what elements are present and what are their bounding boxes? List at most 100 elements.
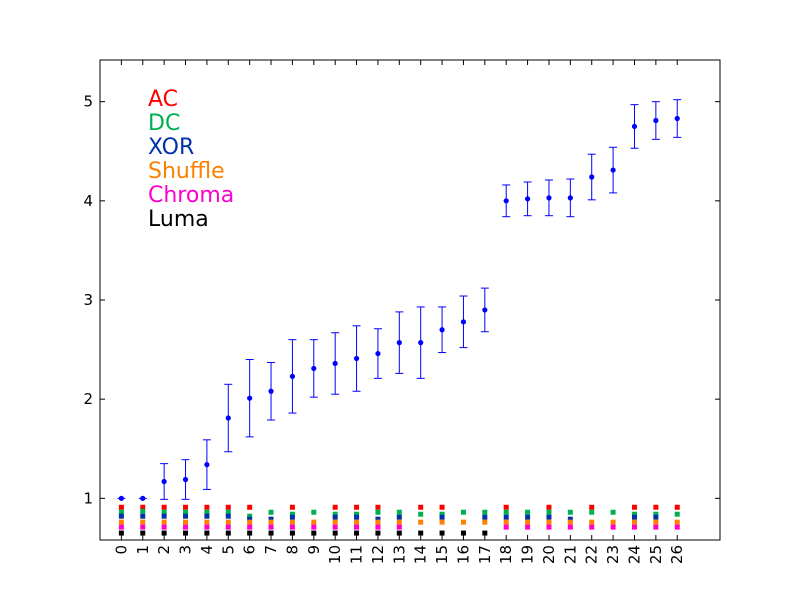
x-tick-label-16: 16: [454, 545, 472, 564]
marker-chroma-0: [118, 524, 124, 530]
x-tick-label-23: 23: [604, 545, 622, 564]
marker-shuffle-13: [396, 519, 402, 525]
marker-ac-0: [118, 504, 124, 510]
marker-dc-11: [354, 511, 360, 517]
marker-dc-3: [183, 509, 189, 515]
marker-xor-0: [118, 513, 124, 519]
marker-ac-18: [503, 504, 509, 510]
marker-shuffle-21: [567, 519, 573, 525]
marker-xor-12: [375, 516, 381, 522]
marker-ac-12: [375, 504, 381, 510]
marker-shuffle-6: [247, 519, 253, 525]
x-tick-label-24: 24: [625, 545, 643, 564]
marker-dc-4: [204, 509, 210, 515]
data-point-7: [268, 388, 274, 394]
marker-dc-13: [396, 509, 402, 515]
marker-ac-24: [631, 504, 637, 510]
marker-luma-6: [247, 530, 253, 536]
marker-chroma-24: [631, 524, 637, 530]
marker-dc-24: [631, 511, 637, 517]
marker-shuffle-5: [225, 519, 231, 525]
marker-ac-3: [183, 504, 189, 510]
x-tick-label-5: 5: [219, 545, 237, 555]
marker-chroma-26: [674, 524, 680, 530]
marker-xor-19: [525, 514, 531, 520]
y-tick-label-1: 1: [83, 489, 93, 507]
marker-chroma-8: [289, 524, 295, 530]
marker-luma-8: [289, 530, 295, 536]
x-tick-label-15: 15: [433, 545, 451, 564]
data-point-8: [289, 373, 296, 379]
data-point-4: [204, 462, 210, 468]
marker-luma-3: [183, 530, 189, 536]
marker-xor-11: [354, 514, 360, 520]
data-point-24: [631, 123, 638, 130]
marker-chroma-7: [268, 524, 274, 530]
marker-dc-2: [161, 509, 167, 515]
marker-ac-10: [332, 504, 338, 510]
marker-luma-5: [225, 530, 231, 536]
marker-shuffle-3: [183, 519, 189, 525]
marker-xor-18: [503, 514, 509, 520]
marker-luma-9: [311, 530, 317, 536]
marker-chroma-25: [653, 524, 659, 530]
marker-chroma-13: [396, 524, 402, 530]
marker-dc-9: [311, 509, 317, 515]
data-point-3: [182, 476, 189, 483]
marker-dc-19: [525, 509, 531, 515]
marker-dc-8: [289, 511, 295, 517]
marker-shuffle-20: [546, 519, 552, 525]
marker-xor-6: [247, 516, 253, 522]
marker-xor-4: [204, 513, 210, 519]
marker-shuffle-11: [354, 519, 360, 525]
marker-chroma-19: [525, 524, 531, 530]
marker-dc-7: [268, 509, 274, 515]
marker-luma-12: [375, 530, 381, 536]
y-tick-label-5: 5: [83, 93, 93, 111]
marker-ac-5: [225, 504, 231, 510]
marker-dc-20: [546, 509, 552, 515]
data-point-23: [610, 167, 616, 173]
marker-ac-2: [161, 504, 167, 510]
marker-shuffle-12: [375, 519, 381, 525]
marker-luma-10: [332, 530, 338, 536]
marker-xor-13: [396, 514, 402, 520]
x-tick-label-19: 19: [519, 545, 537, 564]
data-point-2: [161, 478, 167, 485]
marker-shuffle-7: [268, 519, 274, 525]
marker-luma-13: [396, 530, 402, 536]
marker-dc-10: [332, 511, 338, 517]
marker-dc-17: [482, 509, 488, 515]
legend-entry-shuffle: Shuffle: [148, 159, 225, 184]
x-tick-label-13: 13: [390, 545, 408, 564]
legend-entry-luma: Luma: [148, 207, 209, 232]
marker-xor-5: [225, 513, 231, 519]
marker-shuffle-17: [482, 519, 488, 525]
marker-dc-26: [674, 511, 680, 517]
x-tick-label-25: 25: [647, 545, 665, 564]
marker-chroma-5: [225, 524, 231, 530]
data-point-21: [567, 195, 573, 201]
x-tick-label-18: 18: [497, 545, 515, 564]
marker-luma-2: [161, 530, 167, 536]
marker-luma-11: [354, 530, 360, 536]
data-point-25: [653, 117, 659, 124]
x-tick-label-22: 22: [583, 545, 601, 564]
marker-dc-12: [375, 509, 381, 515]
marker-dc-23: [610, 509, 616, 515]
data-point-12: [375, 350, 381, 357]
x-tick-label-21: 21: [561, 545, 579, 564]
marker-dc-15: [439, 511, 445, 517]
plot-frame: [99, 59, 721, 541]
y-tick-label-3: 3: [83, 291, 93, 309]
marker-dc-21: [567, 509, 573, 515]
marker-chroma-21: [567, 524, 573, 530]
marker-chroma-4: [204, 524, 210, 530]
marker-chroma-1: [140, 524, 146, 530]
marker-ac-8: [289, 504, 295, 510]
x-tick-label-8: 8: [283, 545, 301, 555]
marker-ac-22: [589, 504, 595, 510]
marker-xor-21: [567, 516, 573, 522]
